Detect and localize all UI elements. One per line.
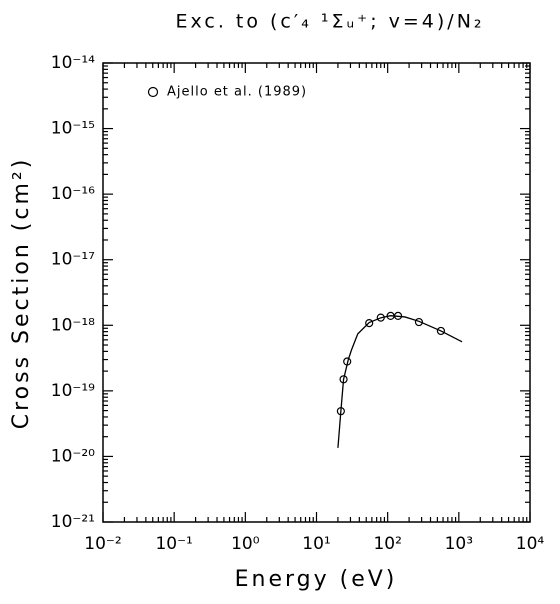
data-point xyxy=(436,326,446,336)
x-tick-label: 10⁻² xyxy=(84,534,121,554)
x-tick-label: 10¹ xyxy=(302,534,330,554)
x-tick-label: 10³ xyxy=(445,534,473,554)
y-tick-label: 10⁻²⁰ xyxy=(51,446,95,466)
y-axis-label: Cross Section (cm²) xyxy=(9,157,34,430)
x-axis-label: Energy (eV) xyxy=(235,567,398,592)
y-tick-label: 10⁻¹⁶ xyxy=(51,184,95,204)
y-tick-label: 10⁻¹⁷ xyxy=(51,250,95,270)
y-tick-label: 10⁻¹⁸ xyxy=(51,315,95,335)
legend-marker xyxy=(147,86,159,98)
y-tick-label: 10⁻¹⁹ xyxy=(51,381,95,401)
y-tick-label: 10⁻²¹ xyxy=(51,512,95,532)
x-tick-label: 10⁻¹ xyxy=(155,534,192,554)
x-tick-label: 10⁰ xyxy=(231,534,260,554)
y-tick-label: 10⁻¹⁵ xyxy=(51,119,95,139)
data-point xyxy=(414,317,424,327)
x-tick-label: 10⁴ xyxy=(516,534,545,554)
plot-frame xyxy=(102,62,531,523)
chart-title: Exc. to (c′₄ ¹Σᵤ⁺; v=4)/N₂ xyxy=(175,11,484,33)
legend-label: Ajello et al. (1989) xyxy=(167,85,307,100)
x-tick-label: 10² xyxy=(373,534,401,554)
y-tick-label: 10⁻¹⁴ xyxy=(51,53,95,73)
fit-line xyxy=(337,315,463,448)
data-point xyxy=(365,318,374,328)
